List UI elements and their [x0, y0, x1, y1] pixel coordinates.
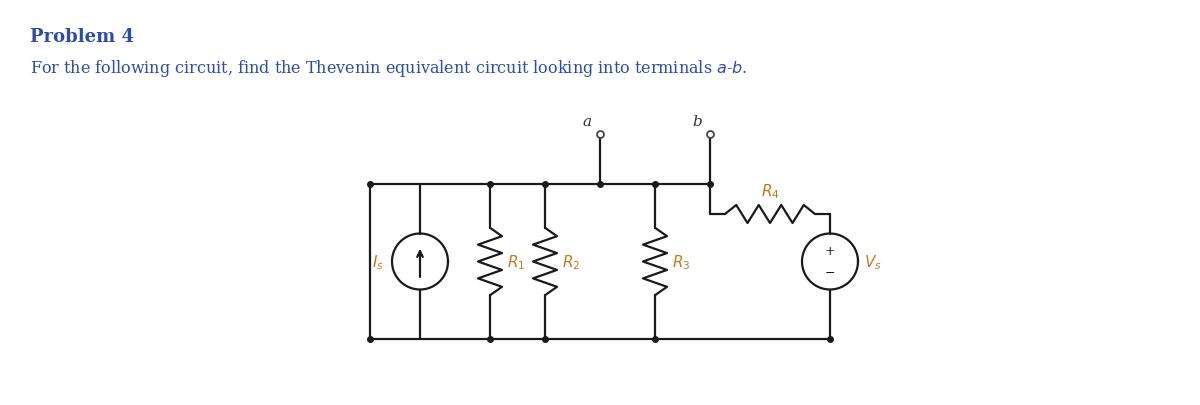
- Text: b: b: [692, 115, 702, 129]
- Text: Problem 4: Problem 4: [30, 28, 134, 46]
- Text: $R_4$: $R_4$: [761, 182, 779, 200]
- Text: $R_2$: $R_2$: [562, 253, 581, 271]
- Text: $R_1$: $R_1$: [508, 253, 526, 271]
- Text: a: a: [583, 115, 592, 129]
- Text: −: −: [824, 266, 835, 279]
- Text: $R_3$: $R_3$: [672, 253, 690, 271]
- Text: +: +: [824, 245, 835, 258]
- Text: $I_s$: $I_s$: [372, 253, 384, 271]
- Text: For the following circuit, find the Thevenin equivalent circuit looking into ter: For the following circuit, find the Thev…: [30, 58, 748, 79]
- Text: $V_s$: $V_s$: [864, 253, 882, 271]
